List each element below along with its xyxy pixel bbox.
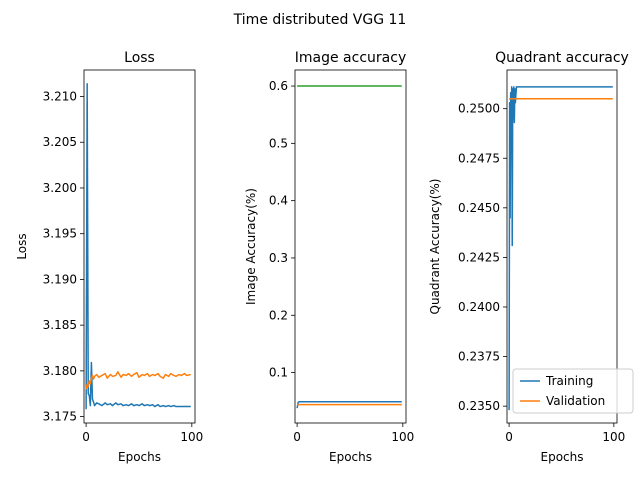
y-tick-label: 0.2425 — [458, 250, 500, 264]
y-tick-label: 0.3 — [269, 251, 288, 265]
y-axis-label: Loss — [15, 233, 29, 259]
series-line-1 — [508, 86, 613, 411]
x-tick-label: 0 — [293, 430, 301, 444]
x-tick-label: 0 — [82, 430, 90, 444]
y-tick-label: 0.2 — [269, 308, 288, 322]
legend-label: Validation — [546, 394, 605, 408]
subplot-title: Loss — [124, 50, 155, 66]
y-tick-label: 3.195 — [43, 227, 77, 241]
y-axis-label: Image Accuracy(%) — [244, 188, 258, 305]
figure-suptitle: Time distributed VGG 11 — [233, 12, 407, 28]
x-axis-label: Epochs — [118, 450, 161, 464]
y-tick-label: 3.180 — [43, 364, 77, 378]
y-tick-label: 3.205 — [43, 135, 77, 149]
x-tick-label: 100 — [180, 430, 203, 444]
legend: Training Validation — [512, 368, 634, 414]
legend-box — [512, 368, 634, 414]
series-line-1 — [85, 82, 191, 410]
legend-label: Training — [545, 374, 593, 388]
subplot-3: 0 100 0.2350 0.2375 0.2400 0.2425 0.2450 0.2475… — [428, 50, 634, 464]
x-axis-label: Epochs — [541, 450, 584, 464]
y-tick-label: 0.5 — [269, 136, 288, 150]
y-tick-label: 3.200 — [43, 181, 77, 195]
axes-frame — [506, 69, 618, 424]
y-tick-label: 3.175 — [43, 410, 77, 424]
y-tick-label: 0.2350 — [458, 399, 500, 413]
y-tick-label: 0.2375 — [458, 350, 500, 364]
axes-frame — [83, 69, 196, 424]
y-tick-label: 0.6 — [269, 79, 288, 93]
x-axis-label: Epochs — [329, 450, 372, 464]
y-tick-label: 3.210 — [43, 90, 77, 104]
y-tick-label: 0.2450 — [458, 201, 500, 215]
subplot-1: 0 100 3.175 3.180 3.185 3.190 3.195 3.200 3.205 3… — [15, 50, 203, 464]
series-line-2 — [85, 371, 191, 390]
y-tick-label: 3.190 — [43, 272, 77, 286]
y-axis-label: Quadrant Accuracy(%) — [428, 179, 442, 315]
y-tick-label: 0.2475 — [458, 151, 500, 165]
axes-frame — [294, 69, 407, 424]
y-tick-label: 0.2500 — [458, 102, 500, 116]
x-tick-label: 100 — [602, 430, 625, 444]
x-tick-label: 0 — [505, 430, 513, 444]
subplot-2: 0 100 0.1 0.2 0.3 0.4 0.5 0.6 Image accuracy Epoc… — [244, 50, 414, 464]
subplot-title: Quadrant accuracy — [495, 50, 629, 66]
y-tick-label: 0.4 — [269, 194, 288, 208]
y-tick-label: 0.1 — [269, 366, 288, 380]
y-tick-label: 3.185 — [43, 318, 77, 332]
subplot-title: Image accuracy — [295, 50, 406, 66]
y-tick-label: 0.2400 — [458, 300, 500, 314]
x-tick-label: 100 — [391, 430, 414, 444]
